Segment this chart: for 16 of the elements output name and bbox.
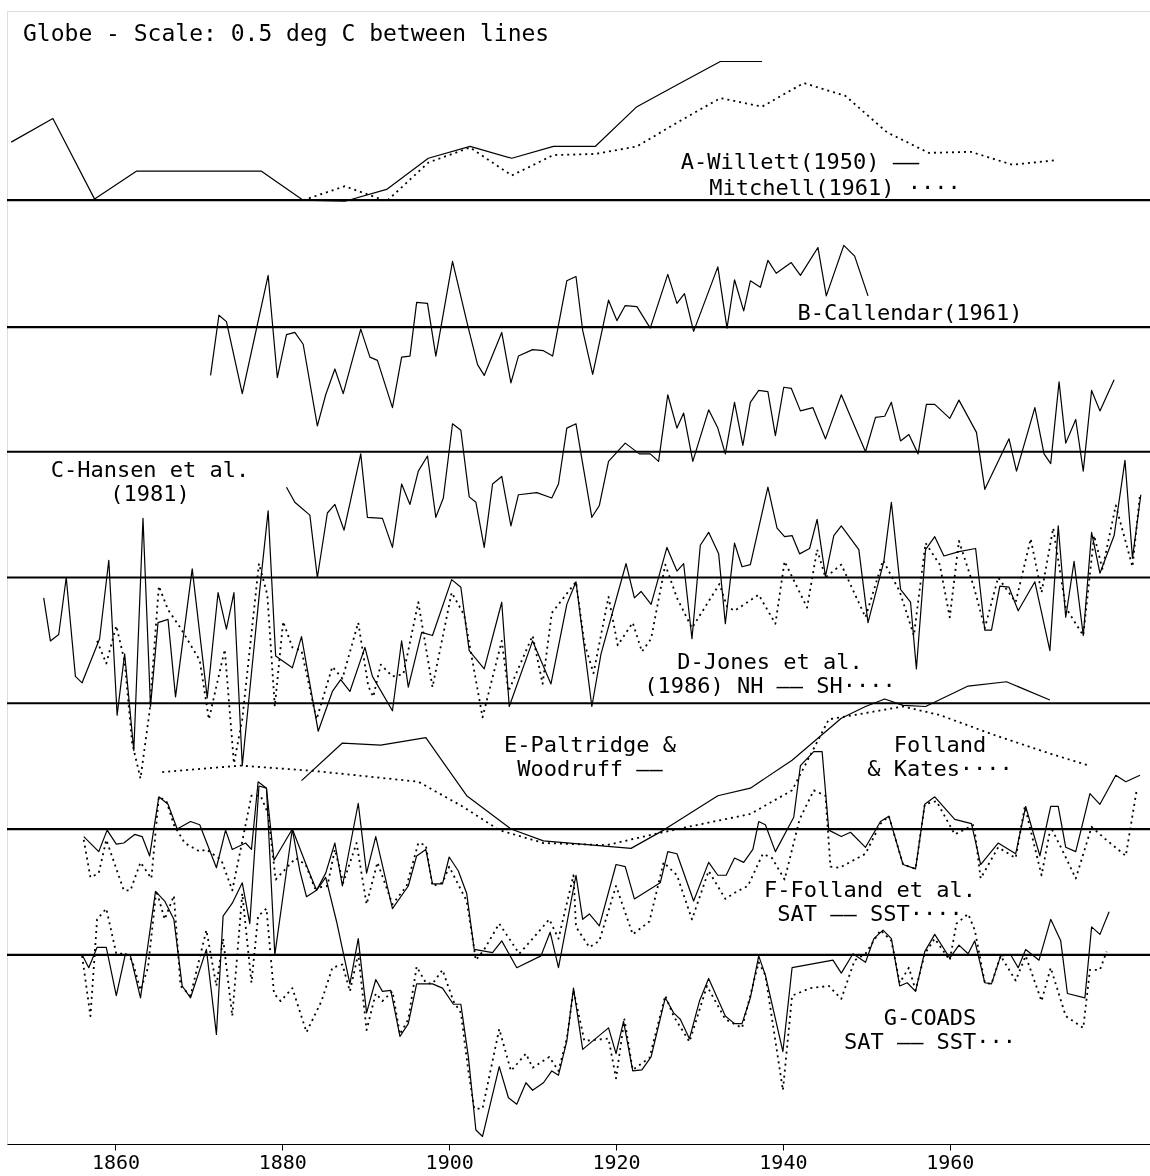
x-tick-label: 1960: [926, 1149, 975, 1174]
annotation: F-Folland et al. SAT —— SST····: [764, 877, 976, 926]
x-tick-label: 1920: [592, 1149, 641, 1174]
x-tick-label: 1880: [258, 1149, 307, 1174]
x-tick-label: 1860: [91, 1149, 141, 1174]
chart-title: Globe - Scale: 0.5 deg C between lines: [23, 20, 550, 46]
annotation: G-COADS SAT —— SST···: [843, 1005, 1017, 1054]
x-tick-label: 1940: [759, 1149, 808, 1174]
annotation: D-Jones et al. (1986) NH —— SH····: [644, 649, 896, 698]
annotation: B-Callendar(1961): [797, 300, 1023, 325]
annotation: A-Willett(1950) ——: [680, 149, 920, 174]
annotation: E-Paltridge & Woodruff ——: [503, 732, 677, 781]
annotation: Mitchell(1961) ····: [709, 175, 961, 200]
annotation: C-Hansen et al. (1981): [50, 457, 250, 506]
x-tick-label: 1900: [425, 1149, 474, 1174]
annotation: Folland & Kates····: [867, 732, 1013, 781]
